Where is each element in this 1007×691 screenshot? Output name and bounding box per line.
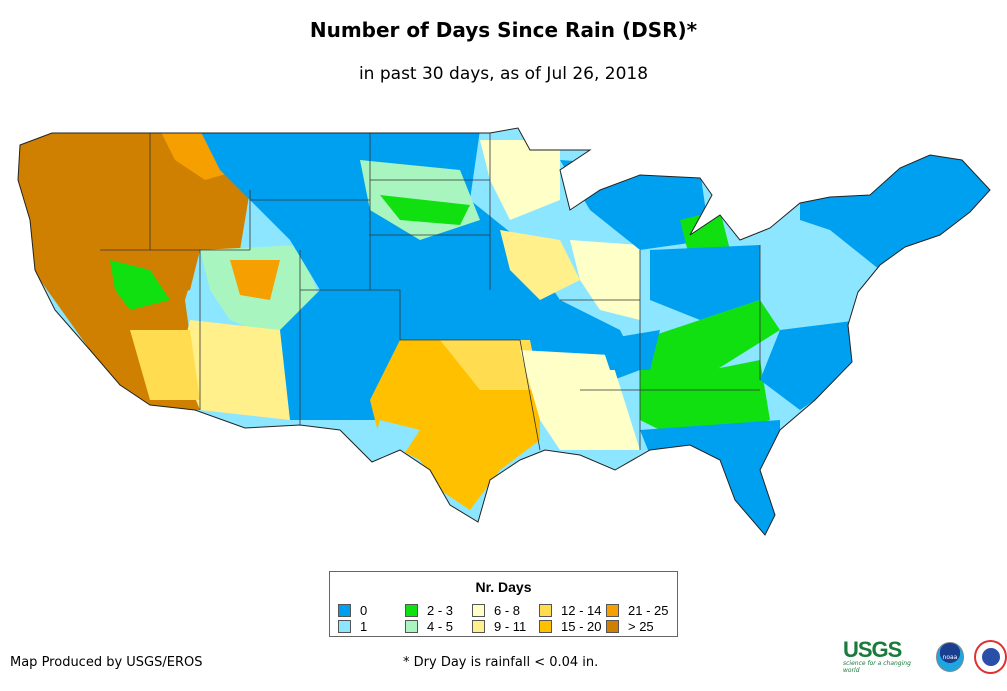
legend-item: 21 - 25 — [606, 602, 673, 618]
legend-title: Nr. Days — [475, 579, 532, 595]
legend-swatch — [405, 619, 418, 633]
legend-swatch — [472, 603, 485, 617]
legend-item: 1 — [338, 618, 405, 634]
legend-label: > 25 — [628, 618, 654, 634]
us-dsr-map — [17, 127, 991, 536]
legend-item: 2 - 3 — [405, 602, 472, 618]
agency-logos: USGS science for a changing world noaa — [843, 637, 1007, 675]
usgs-tagline: science for a changing world — [843, 660, 911, 674]
region-9-11-az — [180, 320, 290, 420]
state-borders — [100, 133, 761, 451]
region-0-ohio — [650, 245, 760, 320]
region-12-14-ok — [440, 340, 540, 390]
nws-logo-center — [981, 648, 1000, 666]
legend-swatch — [539, 603, 552, 617]
legend-item: 12 - 14 — [539, 602, 606, 618]
legend-label: 0 — [360, 602, 368, 618]
credit-text: Map Produced by USGS/EROS — [10, 655, 203, 670]
region-2-3-ga — [660, 360, 770, 440]
legend-label: 21 - 25 — [628, 602, 669, 618]
legend-swatch — [338, 619, 351, 633]
legend-label: 6 - 8 — [494, 602, 521, 618]
legend-label: 12 - 14 — [561, 602, 602, 618]
region-0-tn — [600, 330, 660, 370]
legend-item: 0 — [338, 602, 405, 618]
region-2-3-nv — [110, 260, 170, 310]
legend-item: > 25 — [606, 618, 673, 634]
usgs-logo-text: USGS — [843, 637, 902, 662]
noaa-logo: noaa — [935, 642, 965, 672]
legend-item: 4 - 5 — [405, 618, 472, 634]
region-0-florida — [640, 420, 780, 535]
legend-label: 2 - 3 — [427, 602, 454, 618]
legend-item: 6 - 8 — [472, 602, 539, 618]
region-1-tx — [370, 420, 420, 460]
region-0-carolinas — [760, 320, 860, 410]
legend-swatch — [472, 619, 485, 633]
legend-label: 4 - 5 — [427, 618, 454, 634]
noaa-logo-text: noaa — [942, 653, 958, 661]
legend-swatch — [405, 603, 418, 617]
region-2-3-sd — [380, 195, 470, 225]
legend-swatch — [338, 603, 351, 617]
usgs-logo: USGS science for a changing world — [843, 637, 926, 675]
legend-swatch — [606, 603, 619, 617]
map-title: Number of Days Since Rain (DSR)* — [309, 18, 698, 42]
region-6-8-south — [520, 350, 640, 450]
legend-label: 15 - 20 — [561, 618, 602, 634]
region-12-14-sw — [130, 330, 200, 400]
region-9-11-ia — [500, 230, 580, 300]
legend-label: 1 — [360, 618, 368, 634]
legend-item: 9 - 11 — [472, 618, 539, 634]
map-subtitle: in past 30 days, as of Jul 26, 2018 — [358, 64, 649, 84]
nws-logo — [974, 640, 1007, 674]
legend-swatch — [539, 619, 552, 633]
legend-swatch — [606, 619, 619, 633]
legend-label: 9 - 11 — [494, 618, 527, 634]
region-6-8-mn — [480, 140, 560, 220]
region-21-25-ut — [230, 260, 280, 300]
footnote: * Dry Day is rainfall < 0.04 in. — [403, 655, 599, 670]
legend-item: 15 - 20 — [539, 618, 606, 634]
